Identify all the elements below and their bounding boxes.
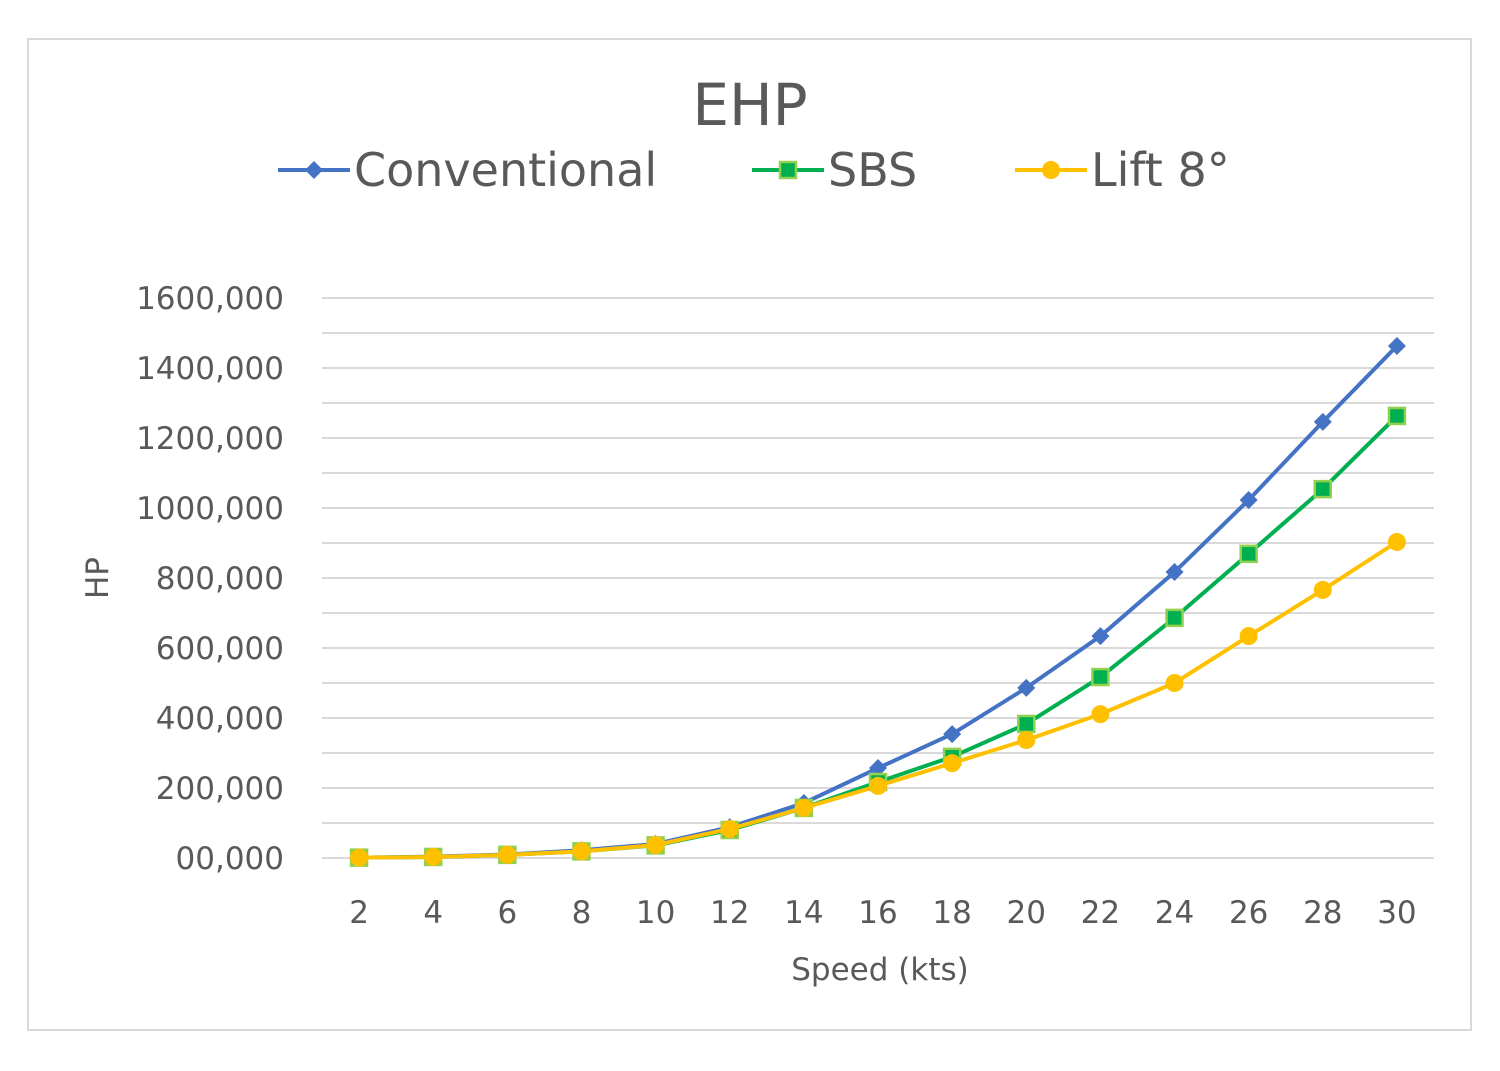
- y-tick-label: 1600,000: [136, 281, 284, 317]
- data-point: [350, 848, 369, 867]
- data-point: [572, 842, 591, 861]
- data-point: [1165, 563, 1184, 582]
- data-point: [1091, 705, 1110, 724]
- data-point: [794, 798, 813, 817]
- x-tick-label: 30: [1377, 895, 1416, 931]
- data-point: [646, 836, 665, 855]
- gridlines: [322, 297, 1434, 859]
- y-tick-label: 1000,000: [136, 491, 284, 527]
- y-tick-label: 00,000: [176, 841, 284, 877]
- data-point: [1313, 580, 1332, 599]
- y-tick-label: 1200,000: [136, 421, 284, 457]
- data-point: [1387, 532, 1406, 551]
- data-point: [943, 754, 962, 773]
- x-tick-label: 10: [636, 895, 675, 931]
- y-tick-label: 1400,000: [136, 351, 284, 387]
- legend: Conventional SBS Lift 8°: [278, 143, 1230, 197]
- y-tick-label: 600,000: [156, 631, 284, 667]
- data-point: [1313, 412, 1332, 431]
- data-point: [1387, 406, 1407, 426]
- data-point: [1313, 479, 1333, 499]
- data-point: [1017, 678, 1036, 697]
- y-axis-ticks: 00,000 200,000 400,000 600,000 800,000 1000,0…: [136, 281, 284, 877]
- data-point: [1165, 608, 1184, 628]
- x-axis-label: Speed (kts): [791, 952, 968, 988]
- data-point: [1165, 674, 1184, 692]
- x-tick-label: 12: [710, 895, 749, 931]
- data-point: [1239, 544, 1258, 564]
- data-point: [943, 725, 962, 744]
- chart-title: EHP: [692, 71, 807, 139]
- y-tick-label: 800,000: [156, 561, 284, 597]
- legend-marker: [305, 161, 323, 179]
- data-point: [1239, 627, 1258, 646]
- legend-item: Conventional: [278, 143, 657, 197]
- data-point: [1017, 714, 1036, 734]
- series-lift-8-: [350, 532, 1406, 867]
- series-group: [349, 336, 1407, 867]
- chart-frame: [27, 38, 1472, 1031]
- legend-label: SBS: [828, 143, 917, 197]
- x-tick-label: 22: [1081, 895, 1120, 931]
- legend-label: Lift 8°: [1091, 143, 1230, 197]
- x-tick-label: 4: [423, 895, 443, 931]
- x-tick-label: 26: [1229, 895, 1268, 931]
- legend-item: Lift 8°: [1015, 143, 1230, 197]
- x-tick-label: 20: [1007, 895, 1046, 931]
- data-point: [720, 819, 739, 838]
- x-tick-label: 14: [784, 895, 823, 931]
- x-tick-label: 8: [572, 895, 592, 931]
- y-axis-label: HP: [80, 557, 116, 599]
- data-point: [1091, 627, 1110, 646]
- legend-marker: [1042, 161, 1060, 179]
- data-point: [424, 847, 443, 866]
- y-tick-label: 400,000: [156, 701, 284, 737]
- x-axis-ticks: 2 4 6 8 10 12 14 16 18 20 22 24 26 28 30: [349, 895, 1416, 931]
- data-point: [1017, 731, 1036, 750]
- data-point: [869, 776, 887, 795]
- data-point: [869, 759, 887, 778]
- legend-label: Conventional: [354, 143, 657, 197]
- x-tick-label: 24: [1155, 895, 1194, 931]
- legend-marker: [778, 160, 798, 180]
- x-tick-label: 6: [497, 895, 517, 931]
- data-point: [1091, 667, 1110, 687]
- x-tick-label: 16: [858, 895, 897, 931]
- x-tick-label: 2: [349, 895, 369, 931]
- data-point: [1387, 336, 1406, 355]
- data-point: [1239, 490, 1258, 509]
- series-line: [359, 540, 1399, 860]
- legend-item: SBS: [752, 143, 917, 197]
- y-tick-label: 200,000: [156, 771, 284, 807]
- x-tick-label: 18: [932, 895, 971, 931]
- data-point: [498, 845, 517, 864]
- x-tick-label: 28: [1303, 895, 1342, 931]
